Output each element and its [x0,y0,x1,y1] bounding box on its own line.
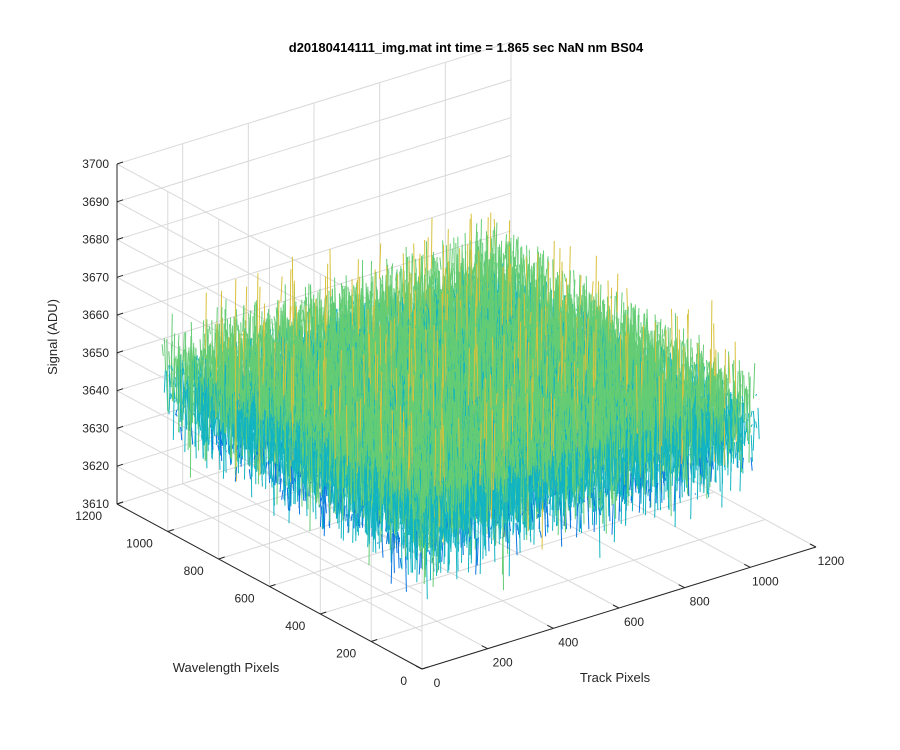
surface-spike [189,335,192,387]
surface-spike [271,326,274,342]
surface-spike [187,364,190,451]
surface-spike [303,309,306,334]
surface-spike [209,343,212,365]
surface-spike [170,344,174,402]
surface-spike [355,282,358,303]
surface-spike [244,286,248,349]
surface-spike [245,328,248,337]
surface-spike [209,344,212,377]
surface-spike [182,332,185,369]
surface-spike [189,351,193,478]
surface-spike [168,351,171,369]
surface-spike [354,335,357,337]
surface-spike [168,374,171,400]
surface-spike [185,345,188,381]
surface-spike [424,289,427,307]
surface-spike [171,365,174,371]
surface-spike [280,276,283,302]
surface-spike [163,338,167,371]
surface-spike [248,313,251,335]
surface-spike [277,300,280,342]
surface-spike [241,338,244,361]
surface-spike [235,308,238,331]
surface-spike [224,329,228,347]
surface-spike [493,227,496,262]
wall-gridline [116,192,512,316]
surface-spike [185,396,188,429]
surface-spike [166,339,169,412]
surface-spike [379,243,382,279]
surface-spike [180,404,183,432]
surface-spike [170,393,173,400]
surface-spike [249,338,252,363]
floor-gridline [371,519,766,642]
surface-spike [283,301,286,357]
surface-spike [439,257,442,270]
surface-spike [327,310,330,314]
surface-spike [161,344,164,357]
surface-spike [175,358,178,399]
surface-spike [216,351,219,368]
surface-spike [223,340,226,344]
surface-spike [182,387,185,413]
wall-gridline [116,41,512,165]
surface-spike [175,412,178,417]
wall-gridline [116,117,512,241]
surface-spike [241,333,244,336]
surface-spike [451,271,454,301]
surface-spike [362,274,365,330]
wall-gridline [116,79,512,203]
surface-spike [175,409,178,416]
surface-spike [178,346,181,433]
surface-spike [180,426,183,441]
surface-spike [435,256,438,293]
wall-gridline [116,154,512,278]
surface-data [161,212,760,600]
surface-spike [191,427,194,445]
surface-spike [180,353,183,427]
surface-spike [433,271,436,294]
surface-spike [353,285,356,319]
surface-spike [431,286,434,290]
surface-spike [485,254,488,283]
surface-spike [173,358,176,392]
wall-gridline [116,230,512,354]
wall-gridline [116,427,423,594]
surface-spike [173,400,176,404]
surface-spike [208,325,211,335]
surface-spike [163,366,166,393]
wall-gridline [116,465,423,632]
surface-spike [384,294,387,315]
